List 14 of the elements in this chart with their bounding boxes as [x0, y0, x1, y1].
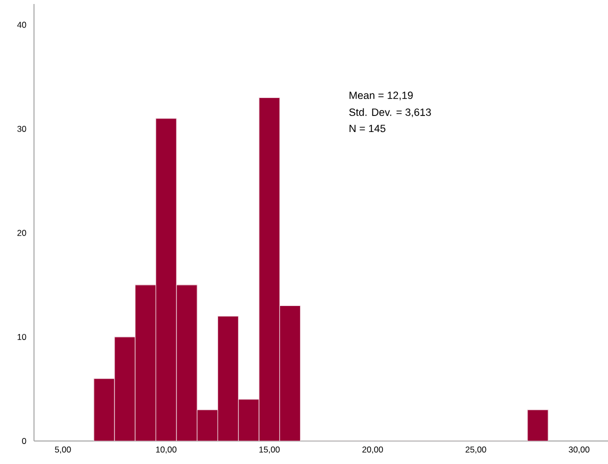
x-tick-label: 5,00: [54, 446, 71, 454]
x-tick-label: 25,00: [466, 446, 486, 454]
y-tick-label: 10: [18, 334, 26, 340]
x-tick-label: 15,00: [259, 446, 280, 454]
annotation: Std. Dev. = 3,613: [349, 108, 431, 118]
y-tick-label: 30: [17, 126, 26, 132]
x-tick-label: 30,00: [568, 446, 590, 454]
x-tick-label: 20,00: [362, 446, 383, 454]
annotation: N = 145: [350, 124, 386, 132]
y-tick-label: 20: [17, 230, 26, 236]
y-tick-label: 0: [22, 438, 26, 444]
x-tick-label: 10,00: [156, 446, 176, 454]
annotation: Mean = 12,19: [350, 92, 413, 100]
y-tick-label: 40: [17, 22, 26, 28]
